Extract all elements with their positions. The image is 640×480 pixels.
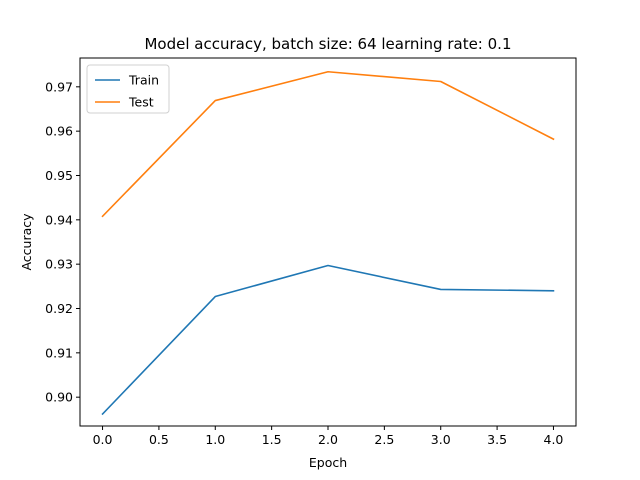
y-tick-label: 0.91 xyxy=(45,345,73,360)
y-tick-label: 0.96 xyxy=(45,124,73,139)
y-tick-label: 0.94 xyxy=(45,212,73,227)
y-tick-label: 0.93 xyxy=(45,257,73,272)
x-tick-label: 4.0 xyxy=(544,432,564,447)
x-tick-label: 3.0 xyxy=(431,432,451,447)
y-axis-label: Accuracy xyxy=(19,213,34,271)
x-tick-label: 1.0 xyxy=(205,432,225,447)
y-tick-label: 0.90 xyxy=(45,390,73,405)
chart-title: Model accuracy, batch size: 64 learning … xyxy=(144,35,511,53)
x-tick-label: 0.5 xyxy=(149,432,169,447)
x-tick-label: 2.5 xyxy=(374,432,394,447)
plot-area: 0.0 0.5 1.0 1.5 2.0 2.5 3.0 3.5 4.0 0.90 0.91 0.92 0… xyxy=(45,57,577,447)
series-line-train xyxy=(101,264,555,416)
legend-label-train: Train xyxy=(128,73,159,88)
x-tick-label: 0.0 xyxy=(93,432,113,447)
x-tick-label: 2.0 xyxy=(318,432,338,447)
legend-box xyxy=(86,64,170,114)
x-tick-label: 3.5 xyxy=(487,432,507,447)
y-tick-label: 0.97 xyxy=(45,79,73,94)
y-tick-label: 0.92 xyxy=(45,301,73,316)
x-tick-label: 1.5 xyxy=(262,432,282,447)
legend-label-test: Test xyxy=(128,95,154,110)
y-tick-label: 0.95 xyxy=(45,168,73,183)
x-axis-label: Epoch xyxy=(309,455,347,470)
series-line-test xyxy=(101,70,555,218)
